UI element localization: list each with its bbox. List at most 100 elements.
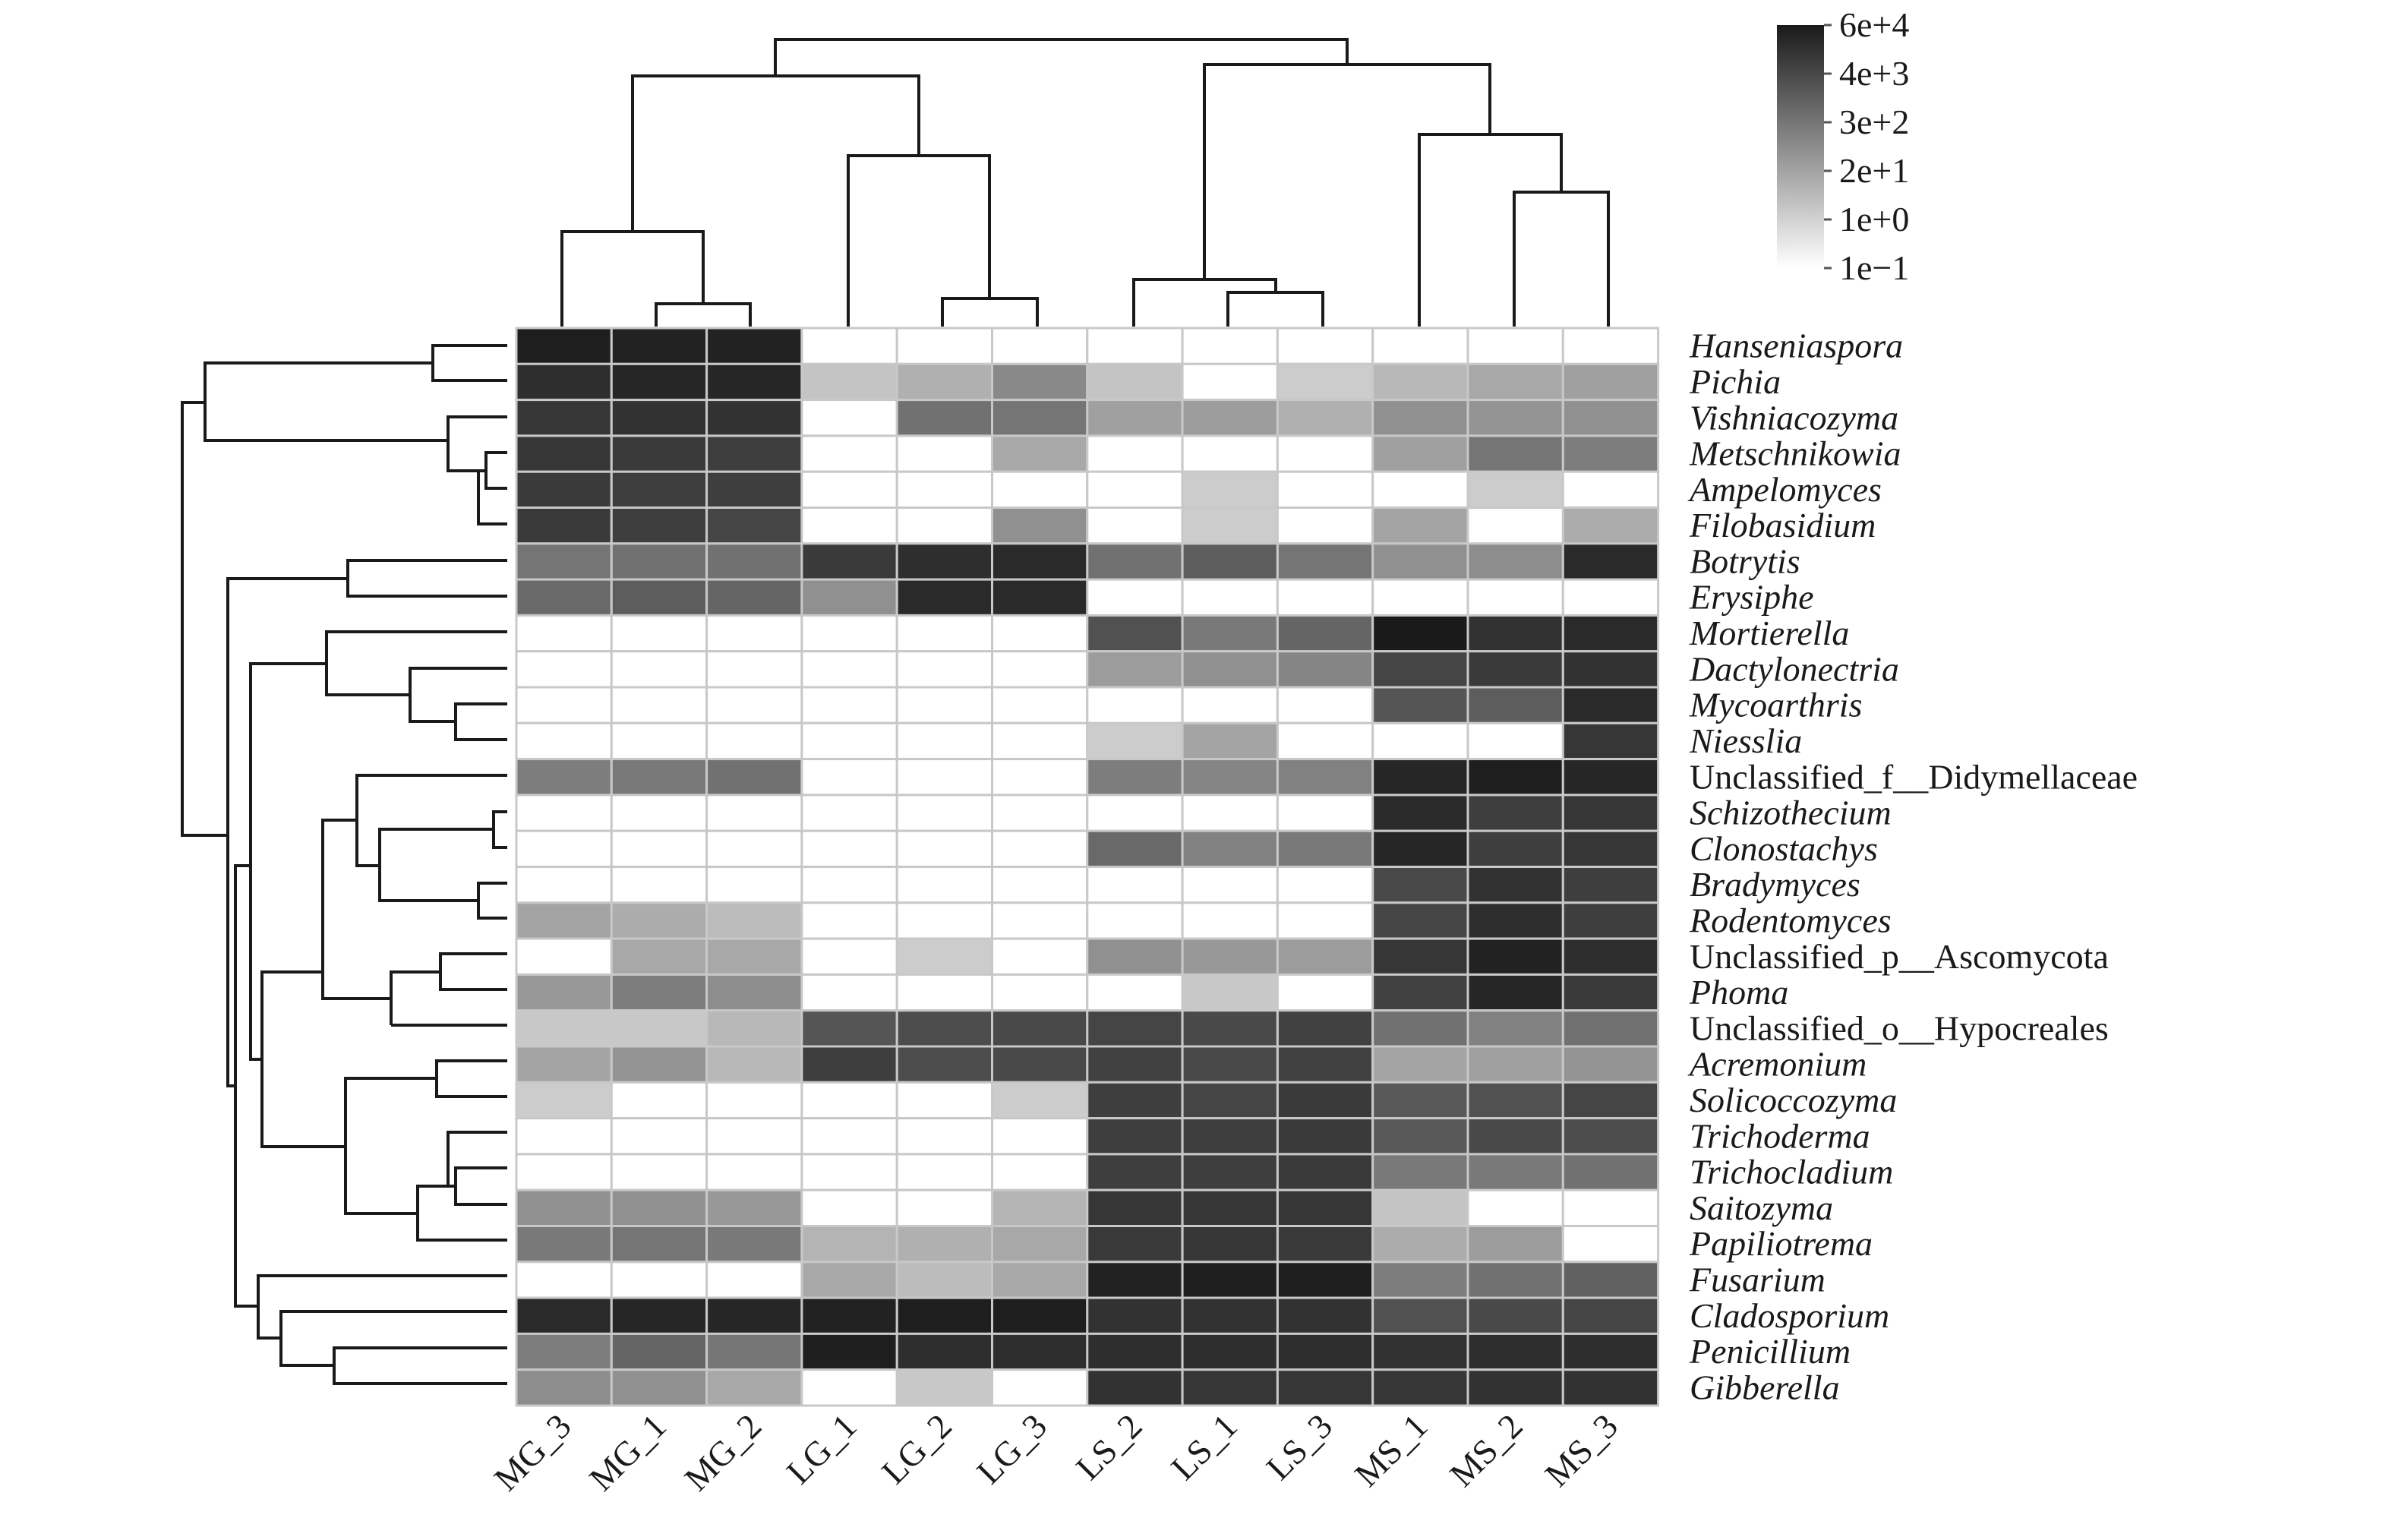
legend-tick-label: 6e+4 xyxy=(1839,5,1909,44)
row-label: Acremonium xyxy=(1687,1045,1867,1084)
heatmap-cell-28-2 xyxy=(705,1332,803,1371)
heatmap-cell-2-1 xyxy=(610,399,708,437)
heatmap-cell-5-4 xyxy=(895,506,993,545)
heatmap-cell-24-8 xyxy=(1276,1188,1374,1227)
heatmap-cell-18-11 xyxy=(1561,973,1660,1012)
heatmap-cell-19-6 xyxy=(1086,1009,1184,1048)
heatmap-cell-9-1 xyxy=(610,650,708,689)
row-label: Unclassified_f__Didymellaceae xyxy=(1690,757,2138,796)
heatmap-cell-23-4 xyxy=(895,1153,993,1191)
heatmap-cell-15-8 xyxy=(1276,866,1374,904)
heatmap-cell-9-0 xyxy=(515,650,613,689)
column-label: MG_1 xyxy=(582,1406,674,1498)
heatmap-cell-6-8 xyxy=(1276,542,1374,581)
heatmap-cell-2-10 xyxy=(1466,399,1564,437)
heatmap-cell-12-8 xyxy=(1276,758,1374,797)
heatmap-cell-27-10 xyxy=(1466,1296,1564,1335)
heatmap-cell-18-4 xyxy=(895,973,993,1012)
heatmap-cell-3-6 xyxy=(1086,434,1184,473)
heatmap-cell-26-0 xyxy=(515,1261,613,1299)
heatmap-cell-7-10 xyxy=(1466,578,1564,617)
heatmap-cell-15-11 xyxy=(1561,866,1660,904)
heatmap-cell-26-7 xyxy=(1181,1261,1279,1299)
heatmap-cell-17-1 xyxy=(610,937,708,976)
heatmap-cell-2-8 xyxy=(1276,399,1374,437)
row-label: Pichia xyxy=(1689,362,1781,401)
heatmap-cell-0-6 xyxy=(1086,327,1184,365)
heatmap-cell-25-11 xyxy=(1561,1225,1660,1264)
heatmap-cell-22-6 xyxy=(1086,1117,1184,1156)
heatmap-cell-4-8 xyxy=(1276,470,1374,510)
heatmap-cell-5-1 xyxy=(610,506,708,545)
heatmap-cell-8-7 xyxy=(1181,614,1279,653)
heatmap-cell-3-7 xyxy=(1181,434,1279,473)
heatmap-cell-8-3 xyxy=(800,614,898,653)
column-label: MS_2 xyxy=(1442,1406,1530,1494)
heatmap-cell-14-0 xyxy=(515,829,613,868)
heatmap-cell-13-3 xyxy=(800,794,898,832)
heatmap-cell-29-11 xyxy=(1561,1368,1660,1407)
heatmap-cell-11-1 xyxy=(610,721,708,761)
heatmap-cell-5-10 xyxy=(1466,506,1564,545)
heatmap-cell-2-3 xyxy=(800,399,898,437)
heatmap-cell-21-3 xyxy=(800,1081,898,1120)
heatmap-cell-25-5 xyxy=(991,1225,1089,1264)
heatmap-cell-17-2 xyxy=(705,937,803,976)
column-label: LS_1 xyxy=(1163,1406,1245,1488)
heatmap-cell-28-8 xyxy=(1276,1332,1374,1371)
heatmap-cell-4-3 xyxy=(800,470,898,510)
heatmap-cell-12-1 xyxy=(610,758,708,797)
heatmap-cell-20-5 xyxy=(991,1045,1089,1084)
heatmap-cell-22-7 xyxy=(1181,1117,1279,1156)
heatmap-cell-12-7 xyxy=(1181,758,1279,797)
heatmap-cell-7-7 xyxy=(1181,578,1279,617)
heatmap-cell-10-11 xyxy=(1561,686,1660,724)
heatmap-cell-13-5 xyxy=(991,794,1089,832)
heatmap-cell-25-0 xyxy=(515,1225,613,1264)
heatmap-cell-11-0 xyxy=(515,721,613,761)
heatmap-cell-14-11 xyxy=(1561,829,1660,868)
heatmap-cell-8-8 xyxy=(1276,614,1374,653)
heatmap-cell-0-7 xyxy=(1181,327,1279,365)
row-label: Mycoarthris xyxy=(1689,686,1862,724)
heatmap-cell-9-2 xyxy=(705,650,803,689)
heatmap-cell-25-8 xyxy=(1276,1225,1374,1264)
column-label: LG_1 xyxy=(779,1406,864,1491)
legend-tick-label: 1e+0 xyxy=(1839,200,1909,238)
heatmap-cell-10-10 xyxy=(1466,686,1564,724)
row-label: Vishniacozyma xyxy=(1690,398,1898,437)
heatmap-cell-28-7 xyxy=(1181,1332,1279,1371)
heatmap-cell-25-2 xyxy=(705,1225,803,1264)
heatmap-cell-3-2 xyxy=(705,434,803,473)
heatmap-cell-19-3 xyxy=(800,1009,898,1048)
heatmap-cell-13-11 xyxy=(1561,794,1660,832)
heatmap-cell-12-3 xyxy=(800,758,898,797)
heatmap-cell-1-10 xyxy=(1466,362,1564,402)
heatmap-cell-6-1 xyxy=(610,542,708,581)
heatmap-cell-15-0 xyxy=(515,866,613,904)
heatmap-cell-15-9 xyxy=(1371,866,1469,904)
heatmap-cell-11-8 xyxy=(1276,721,1374,761)
heatmap-cells xyxy=(515,327,1660,1407)
heatmap-cell-16-1 xyxy=(610,901,708,940)
heatmap-cell-23-8 xyxy=(1276,1153,1374,1191)
heatmap-cell-8-2 xyxy=(705,614,803,653)
heatmap-cell-26-2 xyxy=(705,1261,803,1299)
heatmap-cell-4-2 xyxy=(705,470,803,510)
heatmap-cell-19-1 xyxy=(610,1009,708,1048)
heatmap-cell-29-9 xyxy=(1371,1368,1469,1407)
legend-ticks: 6e+4 4e+3 3e+2 2e+1 1e+0 1e−1 xyxy=(1824,5,1909,287)
row-label: Trichocladium xyxy=(1690,1153,1893,1191)
heatmap-cell-3-4 xyxy=(895,434,993,473)
heatmap-cell-6-4 xyxy=(895,542,993,581)
heatmap-cell-12-2 xyxy=(705,758,803,797)
heatmap-cell-5-2 xyxy=(705,506,803,545)
row-label: Cladosporium xyxy=(1690,1296,1889,1335)
heatmap-cell-27-3 xyxy=(800,1296,898,1335)
heatmap-cell-0-4 xyxy=(895,327,993,365)
heatmap-cell-15-10 xyxy=(1466,866,1564,904)
heatmap-cell-0-0 xyxy=(515,327,613,365)
heatmap-cell-21-11 xyxy=(1561,1081,1660,1120)
column-label: LS_2 xyxy=(1068,1406,1150,1488)
heatmap-cell-21-5 xyxy=(991,1081,1089,1120)
